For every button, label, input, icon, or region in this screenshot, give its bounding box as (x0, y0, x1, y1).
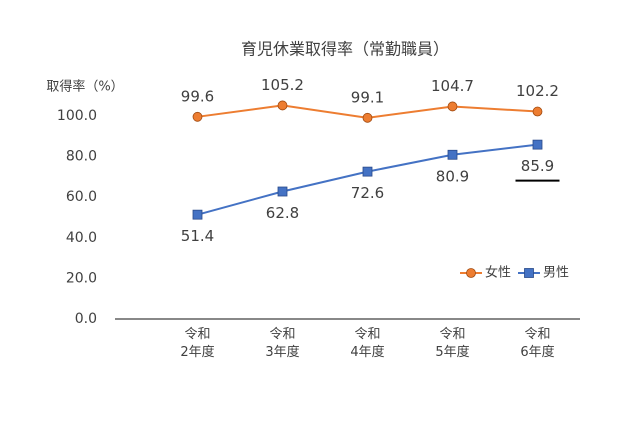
y-tick-label: 80.0 (66, 149, 97, 165)
x-tick-label-line: 令和 (184, 327, 210, 342)
x-tick-label: 令和 4年度 (350, 327, 384, 360)
data-label: 104.7 (431, 77, 474, 95)
point (447, 101, 458, 112)
x-tick-label-line: 令和 (269, 327, 295, 342)
data-label: 62.8 (266, 204, 299, 222)
point (447, 149, 458, 160)
x-tick-label-line: 3年度 (265, 344, 299, 360)
data-label: 105.2 (261, 76, 304, 94)
data-label: 99.6 (181, 87, 214, 105)
legend-label: 男性 (543, 266, 569, 281)
x-tick-label-line: 6年度 (520, 344, 554, 360)
x-tick-label-line: 令和 (439, 327, 465, 342)
data-label: 51.4 (181, 227, 214, 245)
x-tick-label: 令和 6年度 (520, 327, 554, 360)
y-tick-label: 100.0 (57, 108, 97, 124)
y-axis-label: 取得率（%） (46, 79, 123, 95)
y-tick-label: 40.0 (66, 230, 97, 246)
x-tick-label: 令和 3年度 (265, 327, 299, 360)
y-tick-label: 0.0 (75, 311, 97, 327)
x-tick-label: 令和 2年度 (180, 327, 214, 360)
point (277, 186, 288, 197)
point (532, 139, 543, 150)
x-tick-label-line: 2年度 (180, 344, 214, 360)
legend-label: 女性 (485, 265, 511, 281)
point (466, 268, 476, 278)
chart-title: 育児休業取得率（常勤職員） (241, 40, 449, 59)
y-tick-label: 60.0 (66, 189, 97, 205)
x-tick-label-line: 令和 (524, 327, 550, 342)
data-label: 80.9 (436, 167, 469, 185)
point (524, 268, 534, 278)
point (192, 209, 203, 220)
data-label: 72.6 (351, 184, 384, 202)
point (362, 112, 373, 123)
point (532, 106, 543, 117)
x-tick-label: 令和 5年度 (435, 327, 469, 360)
x-tick-label-line: 4年度 (350, 344, 384, 360)
data-label: 102.2 (516, 82, 559, 100)
data-label: 99.1 (351, 88, 384, 106)
point (192, 111, 203, 122)
point (277, 100, 288, 111)
data-label: 85.9 (521, 157, 554, 175)
x-tick-label-line: 5年度 (435, 344, 469, 360)
point (362, 166, 373, 177)
x-tick-label-line: 令和 (354, 327, 380, 342)
series-line (197, 143, 538, 216)
y-tick-label: 20.0 (66, 270, 97, 286)
